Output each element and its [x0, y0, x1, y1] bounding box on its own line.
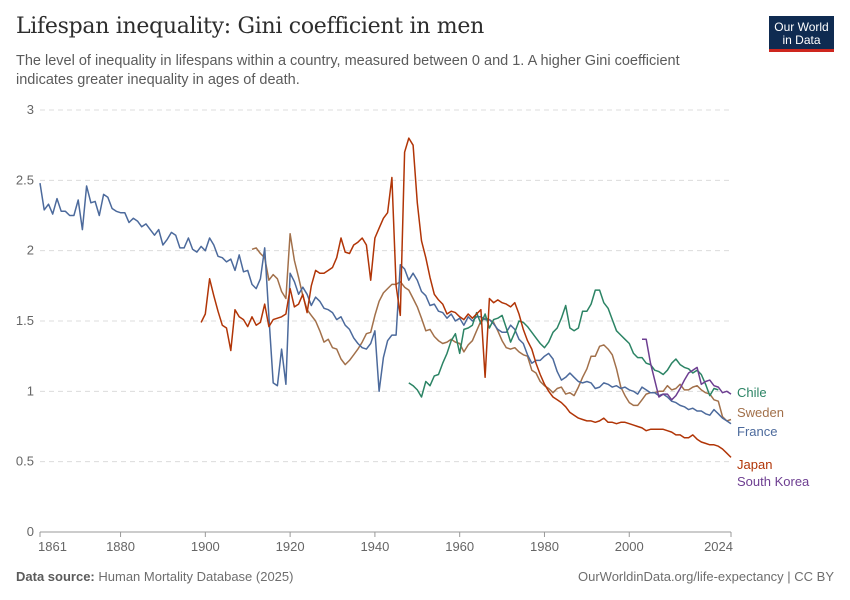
series-line-japan	[200, 137, 732, 458]
data-source: Data source: Human Mortality Database (2…	[16, 569, 293, 584]
x-tick-label: 1861	[38, 539, 67, 554]
legend-label-france: France	[737, 424, 777, 439]
x-tick-label: 1940	[360, 539, 389, 554]
y-tick-label: 2	[27, 243, 34, 258]
series-line-sweden	[251, 233, 732, 422]
y-tick-label: 3	[27, 102, 34, 117]
series-line-chile	[408, 289, 719, 398]
source-url[interactable]: OurWorldinData.org/life-expectancy | CC …	[577, 569, 834, 584]
legend-label-sweden: Sweden	[737, 405, 784, 420]
chart-subtitle: The level of inequality in lifespans wit…	[16, 53, 680, 88]
series-line-south-korea	[642, 338, 732, 401]
source-label: Data source:	[16, 569, 95, 584]
x-tick-label: 1980	[530, 539, 559, 554]
y-tick-label: 2.5	[16, 172, 34, 187]
x-tick-label: 1900	[191, 539, 220, 554]
legend-label-south-korea: South Korea	[737, 474, 810, 489]
chart-title: Lifespan inequality: Gini coefficient in…	[16, 14, 484, 39]
logo-line-2: in Data	[782, 32, 821, 47]
y-tick-label: 0.5	[16, 454, 34, 469]
x-tick-label: 1880	[106, 539, 135, 554]
x-tick-label: 1920	[276, 539, 305, 554]
legend-label-chile: Chile	[737, 385, 767, 400]
series-line-france	[39, 182, 732, 425]
x-tick-label: 1960	[445, 539, 474, 554]
owid-logo[interactable]: Our World in Data	[769, 16, 834, 52]
logo-line-1: Our World	[774, 19, 829, 34]
y-tick-label: 0	[27, 524, 34, 539]
x-tick-label: 2024	[704, 539, 733, 554]
x-tick-label: 2000	[615, 539, 644, 554]
source-text[interactable]: Human Mortality Database (2025)	[98, 569, 294, 584]
legend-label-japan: Japan	[737, 457, 772, 472]
y-tick-label: 1	[27, 383, 34, 398]
y-tick-label: 1.5	[16, 313, 34, 328]
